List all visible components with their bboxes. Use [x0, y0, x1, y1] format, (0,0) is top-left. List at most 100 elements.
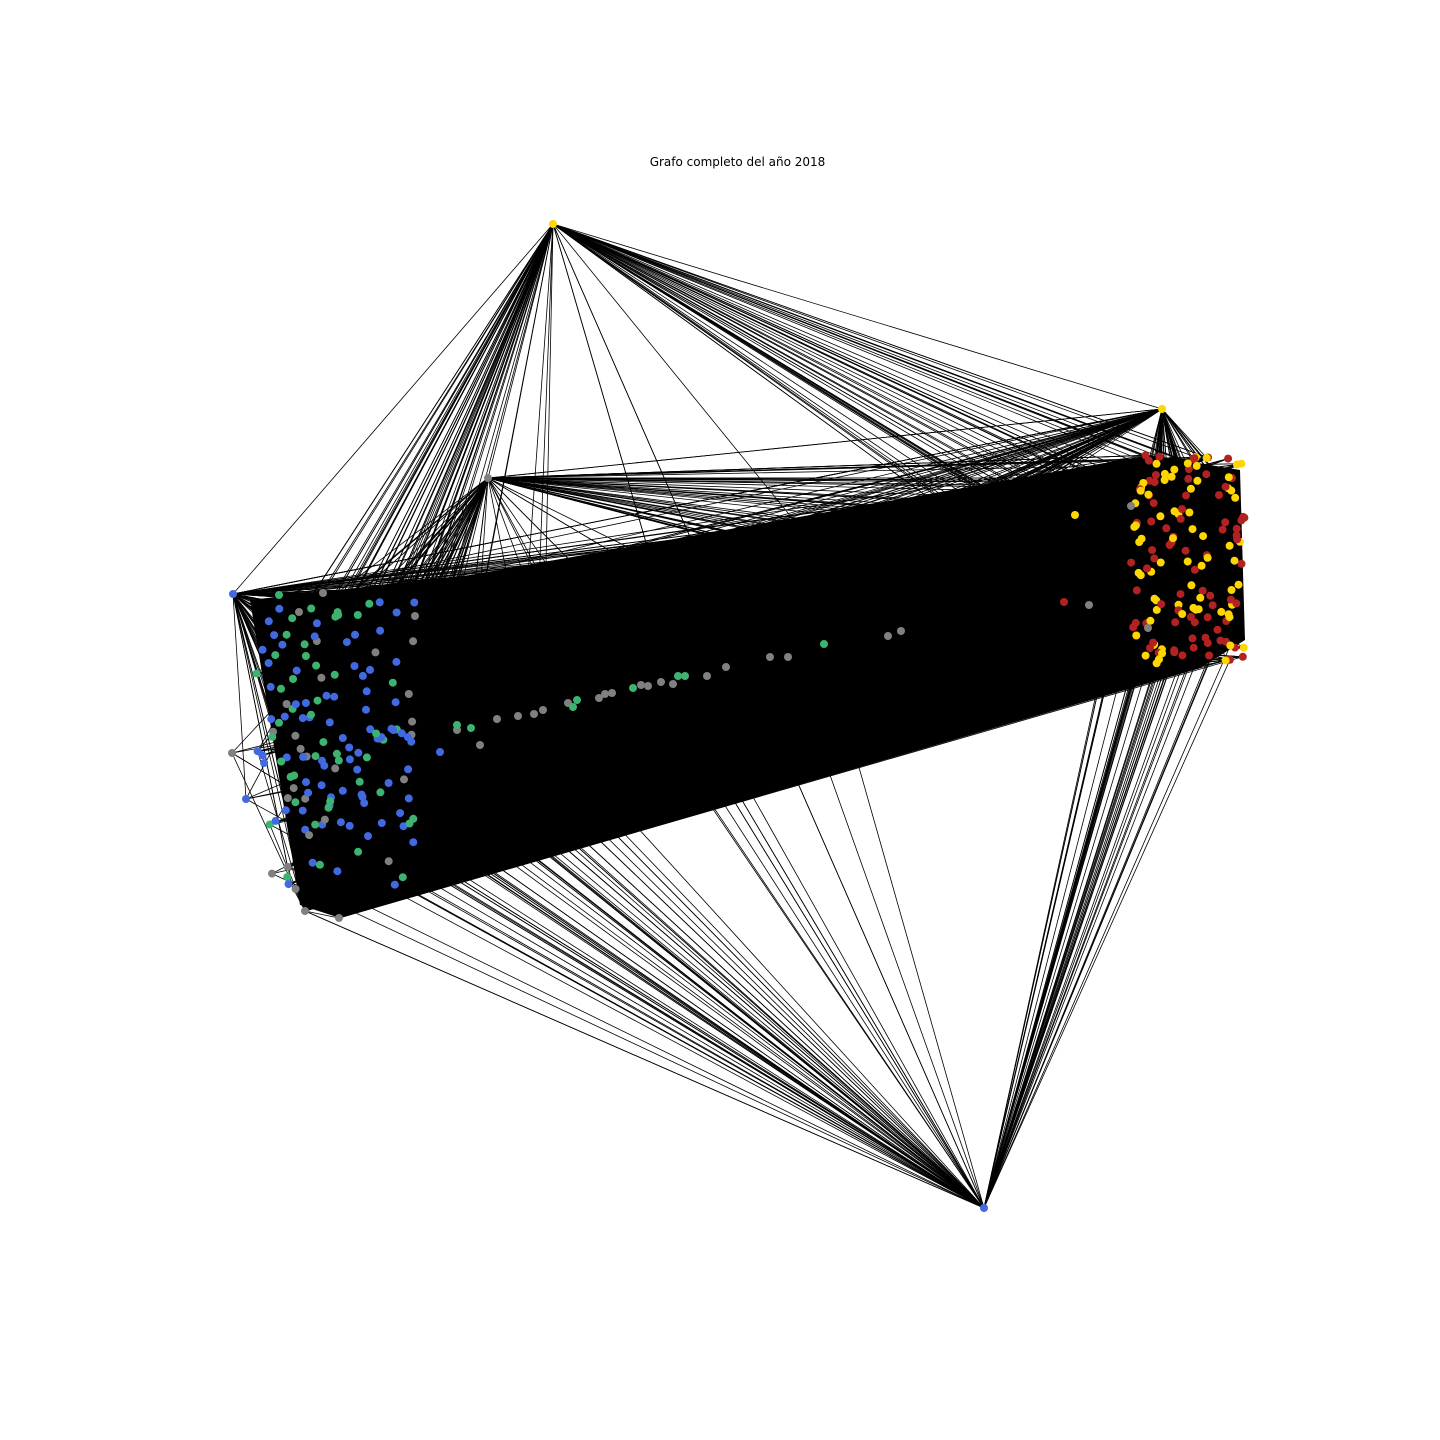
- graph-node-yellow: [1141, 651, 1150, 660]
- graph-edge: [278, 464, 1237, 596]
- graph-node-yellow: [1224, 473, 1233, 482]
- graph-edge: [983, 584, 1239, 1209]
- graph-edge: [231, 590, 1137, 754]
- graph-node-red: [1060, 598, 1068, 606]
- graph-edge: [983, 645, 1231, 1209]
- graph-node-yellow: [1160, 469, 1169, 478]
- graph-node-green: [355, 777, 364, 786]
- graph-node-gray: [400, 775, 408, 784]
- graph-node-red: [1188, 634, 1197, 643]
- graph-edge: [269, 824, 985, 1209]
- graph-node-red: [1170, 648, 1179, 657]
- graph-edge: [232, 505, 1132, 595]
- graph-node-blue: [312, 619, 321, 628]
- graph-edge: [401, 480, 1150, 734]
- graph-node-blue: [242, 795, 250, 803]
- graph-node-green: [265, 820, 274, 829]
- graph-node-green: [405, 819, 414, 828]
- graph-edge: [413, 529, 1223, 642]
- graph-node-gray: [283, 794, 292, 803]
- graph-node-blue: [410, 598, 419, 607]
- graph-edge: [552, 223, 1197, 458]
- graph-node-gray: [514, 712, 522, 720]
- graph-edge: [231, 752, 985, 1209]
- graph-node-red: [1155, 452, 1164, 461]
- graph-edge: [231, 752, 306, 912]
- graph-node-green: [277, 757, 286, 766]
- graph-node-green: [288, 614, 297, 623]
- graph-node-red: [1147, 517, 1156, 526]
- graph-node-blue: [266, 682, 275, 691]
- graph-edge: [395, 701, 985, 1209]
- graph-edge: [288, 604, 1213, 885]
- graph-node-green: [271, 651, 280, 660]
- graph-node-gray: [595, 694, 603, 702]
- graph-edge: [232, 473, 1165, 595]
- graph-node-yellow: [1186, 484, 1195, 493]
- graph-edge: [305, 460, 1149, 831]
- graph-node-gray: [317, 673, 326, 682]
- graph-edge: [231, 512, 1190, 754]
- graph-node-blue: [358, 793, 367, 801]
- graph-node-red: [1190, 565, 1199, 574]
- graph-node-gray: [722, 663, 730, 671]
- graph-node-yellow: [1139, 479, 1148, 487]
- graph-edge: [278, 520, 1242, 596]
- graph-edge: [983, 655, 1183, 1209]
- graph-node-yellow: [549, 220, 557, 228]
- graph-edge: [323, 742, 340, 919]
- graph-node-gray: [884, 632, 892, 640]
- graph-node-gray: [301, 794, 310, 803]
- graph-node-blue: [280, 712, 289, 721]
- graph-edge: [296, 457, 1209, 671]
- graph-node-gray: [657, 678, 665, 686]
- graph-edge: [983, 593, 1181, 1209]
- graph-edge: [316, 640, 1183, 656]
- graph-node-gray: [784, 653, 792, 661]
- graph-node-blue: [325, 718, 334, 727]
- graph-node-yellow: [1221, 656, 1230, 665]
- graph-edge: [338, 520, 1242, 919]
- graph-node-blue: [292, 666, 301, 675]
- graph-node-red: [1157, 600, 1166, 609]
- graph-node-yellow: [1152, 605, 1161, 614]
- graph-node-blue: [258, 645, 267, 654]
- graph-edge: [285, 541, 1241, 811]
- graph-edge: [487, 477, 1229, 489]
- graph-node-yellow: [1158, 649, 1167, 658]
- graph-edge: [232, 593, 296, 736]
- graph-node-gray: [268, 869, 276, 878]
- graph-node-yellow: [1170, 465, 1179, 474]
- graph-edge: [232, 455, 1146, 595]
- graph-edge: [487, 477, 1150, 482]
- graph-node-gray: [476, 741, 484, 749]
- graph-node-yellow: [1158, 405, 1166, 413]
- graph-edge: [326, 647, 1244, 697]
- graph-edge: [286, 495, 1187, 705]
- graph-edge: [329, 554, 1207, 806]
- graph-node-red: [1186, 613, 1195, 621]
- graph-edge: [983, 620, 1227, 1209]
- graph-edge: [983, 644, 1155, 1209]
- graph-edge: [381, 620, 1227, 824]
- graph-node-green: [681, 672, 689, 680]
- graph-node-green: [674, 672, 682, 680]
- graph-edge: [983, 638, 1193, 1209]
- graph-node-red: [1216, 636, 1225, 645]
- graph-edge: [292, 613, 1229, 710]
- graph-edge: [232, 593, 272, 720]
- graph-edge: [287, 662, 1157, 868]
- graph-edge: [1161, 408, 1207, 459]
- graph-edge: [275, 481, 1155, 656]
- graph-edge: [413, 561, 1188, 843]
- graph-node-green: [376, 788, 385, 797]
- graph-node-blue: [264, 659, 273, 668]
- graph-node-red: [1176, 590, 1185, 599]
- graph-edge: [487, 455, 1146, 479]
- graph-node-red: [1221, 518, 1230, 527]
- graph-node-red: [1178, 651, 1187, 660]
- graph-node-green: [315, 860, 324, 869]
- graph-node-gray: [408, 717, 417, 726]
- graph-edge: [306, 756, 985, 1209]
